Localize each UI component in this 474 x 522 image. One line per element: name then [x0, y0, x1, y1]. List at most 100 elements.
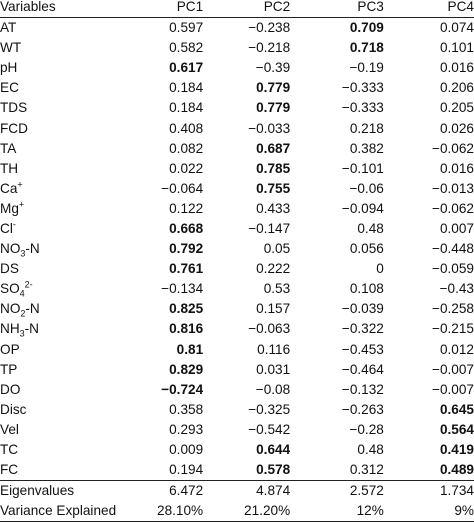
- pc4-value: −0.215: [384, 319, 474, 339]
- loading-value: 0.056: [349, 241, 384, 257]
- loading-value: 0.825: [169, 301, 204, 317]
- variable-label: TDS: [0, 98, 116, 118]
- loading-value: −0.132: [341, 381, 384, 397]
- loading-value: −0.101: [341, 160, 384, 176]
- variance-explained-row-pc2: 21.20%: [203, 501, 291, 522]
- pc1-value: 0.184: [116, 78, 203, 98]
- loading-value: 0.785: [256, 160, 291, 176]
- loading-value: 0.564: [439, 421, 474, 437]
- loading-value: 0.194: [169, 462, 204, 478]
- loading-value: −0.094: [341, 200, 384, 216]
- loading-value: 0.687: [256, 140, 291, 156]
- loading-value: 0.205: [439, 100, 474, 116]
- loading-value: −0.39: [255, 60, 291, 76]
- loading-value: 0.668: [169, 220, 204, 236]
- variable-name: pH: [0, 60, 18, 76]
- loading-value: −0.039: [341, 301, 384, 317]
- table-row: EC 0.184 0.779 −0.333 0.206: [0, 78, 474, 98]
- loading-value: 0.48: [357, 220, 384, 236]
- loading-value: −0.007: [432, 381, 474, 397]
- eigenvalues-row-pc2: 4.874: [203, 480, 291, 502]
- variance-explained-row: Variance Explained 28.10% 21.20% 12% 9%: [0, 501, 474, 522]
- pc3-value: 0.312: [290, 460, 384, 481]
- loading-value: 0.026: [439, 120, 474, 136]
- variable-name: FC: [0, 462, 19, 478]
- table-row: TA 0.082 0.687 0.382 −0.062: [0, 139, 474, 159]
- table-row: AT 0.597 −0.238 0.709 0.074: [0, 18, 474, 39]
- loading-value: −0.062: [432, 140, 474, 156]
- pc1-value: 0.358: [116, 400, 203, 420]
- variable-suffix: -N: [25, 241, 40, 257]
- pc2-value: 0.116: [203, 340, 290, 360]
- loading-value: 0.792: [169, 241, 204, 257]
- loading-value: −0.28: [349, 421, 384, 437]
- table-row: TH 0.022 0.785 −0.101 0.016: [0, 159, 474, 179]
- loading-value: 0.578: [256, 462, 291, 478]
- pc1-value: 0.816: [116, 319, 203, 339]
- variable-superscript: 2-: [24, 279, 33, 290]
- loading-value: 0.101: [439, 40, 474, 56]
- pc3-value: 0.48: [290, 440, 383, 460]
- pc4-value: −0.007: [384, 360, 474, 380]
- pc3-value: −0.28: [290, 420, 384, 440]
- variable-subscript: 2: [20, 309, 26, 320]
- loading-value: −0.322: [341, 321, 384, 337]
- variable-name: Mg: [0, 200, 19, 216]
- table-row: Mg+ 0.122 0.433 −0.094 −0.062: [0, 199, 474, 219]
- variable-label: EC: [0, 78, 116, 98]
- variable-name: TA: [0, 140, 17, 156]
- variable-label: NO3-N: [0, 239, 116, 259]
- loading-value: −0.064: [161, 180, 204, 196]
- variable-suffix: -N: [25, 301, 40, 317]
- loading-value: 0.419: [439, 442, 474, 458]
- variable-label: TP: [0, 360, 116, 380]
- loading-value: 0.761: [169, 261, 204, 277]
- variable-name: NO: [0, 241, 21, 257]
- variable-label: FCD: [0, 118, 116, 138]
- pc1-value: 0.082: [116, 139, 203, 159]
- loading-value: −0.215: [432, 321, 474, 337]
- pc2-value: −0.08: [203, 380, 290, 400]
- loading-value: 0.022: [169, 160, 204, 176]
- pc2-value: 0.222: [203, 259, 290, 279]
- variable-superscript: +: [18, 199, 25, 210]
- pc1-value: 0.761: [116, 259, 203, 279]
- pc3-value: −0.132: [290, 380, 384, 400]
- pc3-value: −0.453: [290, 340, 384, 360]
- loading-value: 0.408: [169, 120, 204, 136]
- header-pc2: PC2: [203, 0, 291, 18]
- loading-value: 0.489: [439, 462, 474, 478]
- pc1-value: 0.408: [116, 118, 203, 138]
- loading-value: 0.433: [256, 200, 291, 216]
- pc1-value: 0.825: [116, 299, 203, 319]
- eigenvalues-row-pc3: 2.572: [290, 480, 384, 502]
- pc2-value: 0.031: [203, 360, 290, 380]
- loading-value: −0.263: [341, 401, 384, 417]
- table-row: Cl- 0.668 −0.147 0.48 0.007: [0, 219, 474, 239]
- pc1-value: 0.668: [116, 219, 203, 239]
- header-row: Variables PC1 PC2 PC3 PC4: [0, 0, 474, 18]
- header-variables: Variables: [0, 0, 117, 18]
- pc3-value: −0.322: [290, 319, 384, 339]
- loading-value: 0.074: [439, 20, 474, 36]
- table-row: DS 0.761 0.222 0 −0.059: [0, 259, 474, 279]
- variable-label: TA: [0, 139, 116, 159]
- pc1-value: 0.293: [116, 420, 203, 440]
- variable-name: Ca: [0, 180, 18, 196]
- variable-name: TH: [0, 160, 19, 176]
- loading-value: −0.218: [248, 40, 291, 56]
- variable-superscript: +: [17, 179, 23, 190]
- variable-label: TH: [0, 159, 116, 179]
- variable-label: SO42-: [0, 279, 116, 299]
- loading-value: 0.617: [169, 60, 204, 76]
- loading-value: −0.542: [248, 421, 291, 437]
- pc2-value: −0.325: [203, 400, 290, 420]
- variable-label: pH: [0, 58, 116, 78]
- header-pc1: PC1: [116, 0, 204, 18]
- loading-value: −0.238: [248, 20, 291, 36]
- pc3-value: −0.333: [290, 78, 384, 98]
- pc3-value: 0.48: [290, 219, 384, 239]
- variance-explained-row-pc3: 12%: [290, 501, 384, 522]
- loading-value: −0.333: [341, 100, 384, 116]
